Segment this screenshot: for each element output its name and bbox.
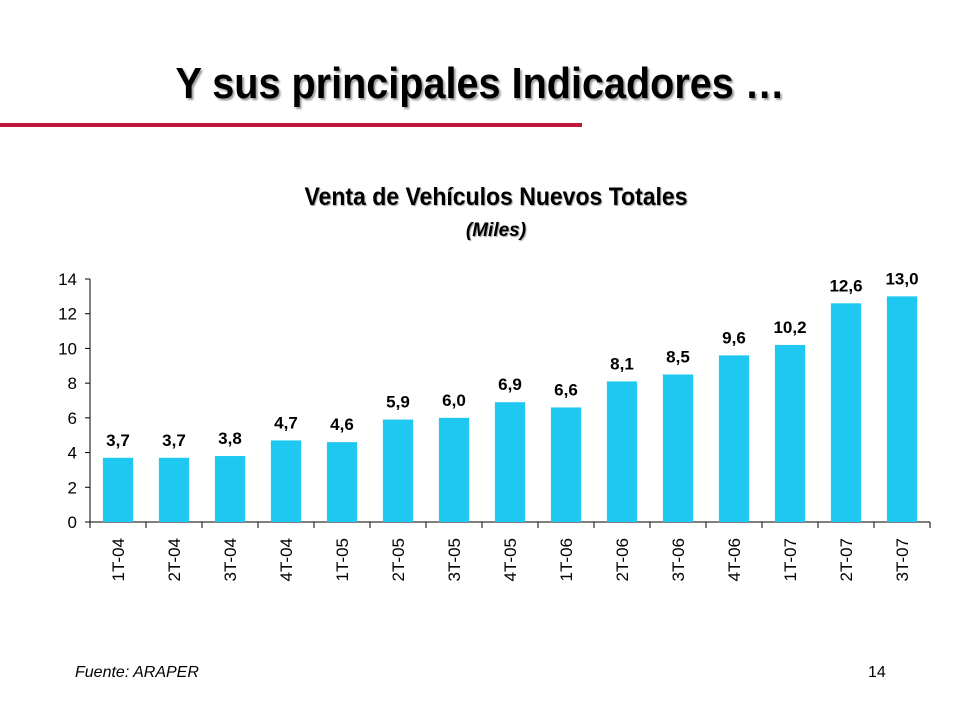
x-category-label: 1T-05 xyxy=(333,538,352,581)
bar xyxy=(214,456,246,522)
data-label: 3,7 xyxy=(162,431,186,450)
y-tick-label: 12 xyxy=(58,305,77,324)
chart-title: Venta de Vehículos Nuevos Totales xyxy=(304,183,688,211)
bar xyxy=(830,303,862,522)
x-category-label: 2T-07 xyxy=(837,538,856,581)
source-note: Fuente: ARAPER xyxy=(75,664,199,681)
x-category-label: 1T-07 xyxy=(781,538,800,581)
bar xyxy=(718,355,750,522)
bar xyxy=(662,374,694,522)
x-category-label: 2T-04 xyxy=(165,538,184,581)
bar xyxy=(774,344,806,522)
bar xyxy=(494,402,526,522)
data-label: 3,8 xyxy=(218,429,242,448)
data-label: 9,6 xyxy=(722,328,746,347)
title-underline xyxy=(0,123,582,127)
bar xyxy=(326,442,358,522)
bar xyxy=(606,381,638,522)
chart-subtitle: (Miles) xyxy=(465,220,527,241)
x-category-label: 4T-04 xyxy=(277,538,296,581)
x-category-label: 1T-04 xyxy=(109,538,128,581)
data-label: 8,5 xyxy=(666,347,690,366)
x-category-label: 3T-04 xyxy=(221,538,240,581)
data-label: 6,0 xyxy=(442,391,466,410)
x-category-label: 2T-05 xyxy=(389,538,408,581)
data-label: 10,2 xyxy=(773,318,806,337)
y-tick-label: 4 xyxy=(68,444,77,463)
data-label: 6,6 xyxy=(554,380,578,399)
x-category-label: 4T-05 xyxy=(501,538,520,581)
data-label: 12,6 xyxy=(829,276,862,295)
data-label: 3,7 xyxy=(106,431,130,450)
data-label: 13,0 xyxy=(885,269,918,288)
bar xyxy=(102,457,134,522)
data-label: 8,1 xyxy=(610,354,634,373)
y-tick-label: 6 xyxy=(68,409,77,428)
y-tick-label: 0 xyxy=(68,513,77,532)
data-label: 5,9 xyxy=(386,393,410,412)
y-tick-label: 8 xyxy=(68,374,77,393)
bar xyxy=(550,407,582,522)
bar xyxy=(382,419,414,522)
y-tick-label: 14 xyxy=(58,270,77,289)
x-category-label: 3T-05 xyxy=(445,538,464,581)
bar xyxy=(886,296,918,522)
data-label: 4,7 xyxy=(274,413,298,432)
y-tick-label: 2 xyxy=(68,478,77,497)
y-tick-label: 10 xyxy=(58,339,77,358)
bar xyxy=(270,440,302,522)
page-number: 14 xyxy=(868,664,886,681)
data-label: 6,9 xyxy=(498,375,522,394)
bar xyxy=(438,417,470,522)
bar xyxy=(158,457,190,522)
data-label: 4,6 xyxy=(330,415,354,434)
x-category-label: 2T-06 xyxy=(613,538,632,581)
x-category-label: 3T-07 xyxy=(893,538,912,581)
x-category-label: 4T-06 xyxy=(725,538,744,581)
x-category-label: 1T-06 xyxy=(557,538,576,581)
x-category-label: 3T-06 xyxy=(669,538,688,581)
slide-title: Y sus principales Indicadores … xyxy=(175,59,785,108)
